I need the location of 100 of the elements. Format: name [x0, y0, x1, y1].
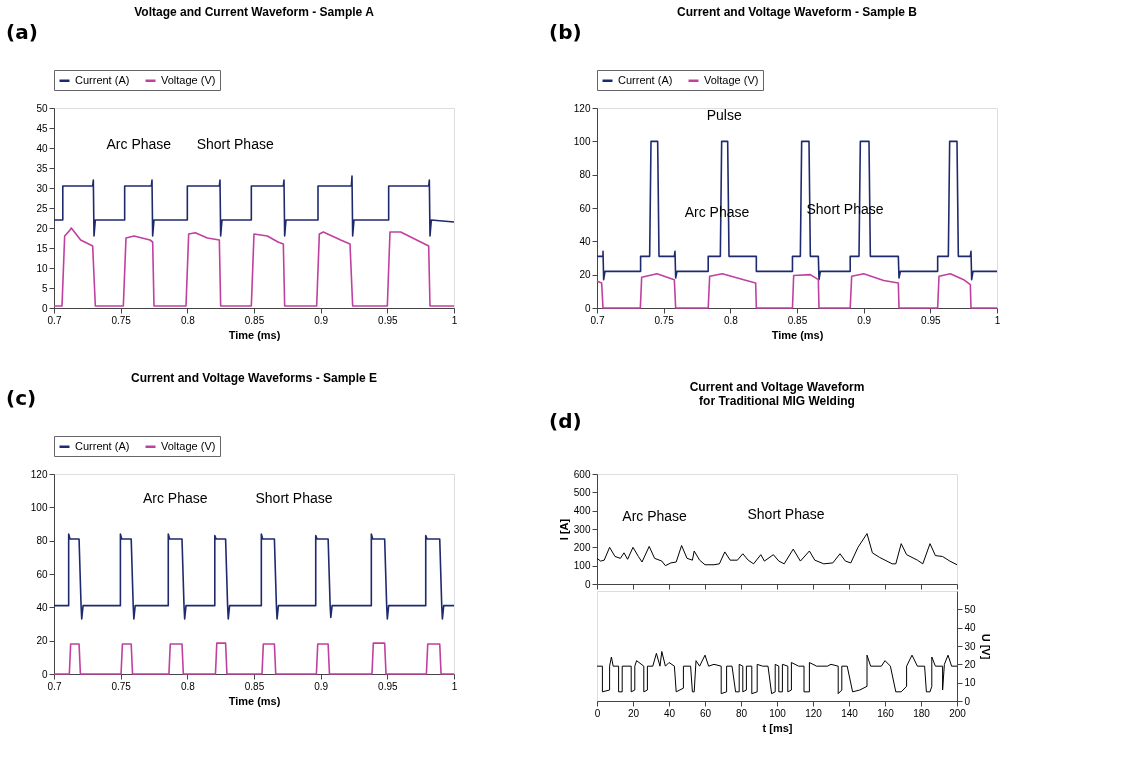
y2-axis-title: U [V]	[979, 633, 992, 660]
y-tick-label: 10	[36, 262, 48, 274]
annotation: Arc Phase	[622, 507, 688, 524]
line-series	[596, 651, 958, 695]
y-tick-label: 80	[36, 535, 48, 547]
x-tick-label: 0.95	[921, 314, 941, 326]
x-tick-label: 20	[627, 707, 640, 719]
x-tick-label: 200	[949, 707, 967, 719]
y2-tick-label: 10	[964, 677, 977, 689]
x-tick-label: 0.75	[111, 680, 132, 692]
annotation: Short Phase	[196, 136, 274, 152]
text: (d)	[549, 409, 582, 433]
annotation: Arc Phase	[106, 136, 172, 152]
y-tick-label: 5	[41, 282, 48, 294]
y2-tick-label: 0	[964, 695, 971, 707]
x-tick-label: 160	[877, 707, 895, 719]
y-tick-label: 400	[573, 505, 591, 517]
x-axis-title: Time (ms)	[228, 328, 281, 341]
x-tick-label: 0.7	[590, 314, 605, 326]
x-tick-label: 80	[735, 707, 748, 719]
text: (b)	[549, 20, 582, 44]
x-tick-label: 0.95	[378, 314, 398, 326]
y-tick-label: 50	[36, 102, 48, 114]
annotation: Pulse	[706, 107, 742, 123]
y-tick-label: 45	[36, 122, 48, 134]
legend-label: Current (A)	[618, 73, 673, 86]
y-tick-label: 100	[573, 135, 591, 147]
x-tick-label: 120	[805, 707, 823, 719]
x-tick-label: 40	[663, 707, 676, 719]
y-tick-label: 120	[573, 102, 591, 114]
x-tick-label: 140	[841, 707, 859, 719]
annotation: Short Phase	[747, 505, 825, 522]
x-tick-label: 180	[913, 707, 931, 719]
x-axis-title: Time (ms)	[771, 328, 824, 341]
y-tick-label: 30	[36, 182, 48, 194]
line-series	[53, 175, 455, 237]
line-series	[53, 533, 455, 620]
y-tick-label: 0	[584, 578, 591, 590]
legend-label: Voltage (V)	[161, 73, 216, 86]
x-tick-label: 1	[451, 680, 458, 692]
y-tick-label: 0	[41, 302, 48, 314]
y-tick-label: 15	[36, 242, 48, 254]
x-tick-label: 0.75	[111, 314, 132, 326]
legend-label: Voltage (V)	[704, 73, 759, 86]
x-tick-label: 0.75	[654, 314, 675, 326]
legend-label: Current (A)	[75, 73, 130, 86]
legend-label: Current (A)	[75, 439, 130, 452]
chart-title: Voltage and Current Waveform - Sample A	[134, 5, 375, 19]
y-tick-label: 40	[579, 235, 591, 247]
x-tick-label: 0	[594, 707, 601, 719]
annotation: Short Phase	[255, 489, 333, 506]
text: (c)	[6, 386, 37, 410]
y-tick-label: 500	[573, 486, 591, 498]
x-tick-label: 1	[451, 314, 458, 326]
x-axis-title: Time (ms)	[228, 694, 281, 707]
line-series	[596, 533, 958, 567]
y-tick-label: 35	[36, 162, 48, 174]
y-tick-label: 200	[573, 541, 591, 553]
y-axis-title: I [A]	[557, 518, 570, 541]
x-tick-label: 0.9	[314, 680, 329, 692]
x-tick-label: 0.8	[180, 680, 196, 692]
y-tick-label: 100	[573, 560, 591, 572]
x-axis-title: t [ms]	[762, 721, 793, 734]
y2-tick-label: 40	[964, 622, 977, 634]
x-tick-label: 0.7	[47, 314, 62, 326]
chart-title: Current and Voltage Waveform - Sample B	[676, 5, 918, 19]
y-tick-label: 80	[579, 169, 591, 181]
legend-label: Voltage (V)	[161, 439, 216, 452]
y2-tick-label: 20	[964, 658, 977, 670]
y-tick-label: 20	[36, 635, 48, 647]
y-tick-label: 25	[36, 202, 48, 214]
y-tick-label: 20	[579, 269, 591, 281]
y-tick-label: 0	[41, 668, 48, 680]
y-tick-label: 300	[573, 523, 591, 535]
y-tick-label: 20	[36, 222, 48, 234]
y-tick-label: 120	[30, 468, 48, 480]
x-tick-label: 0.8	[180, 314, 196, 326]
x-tick-label: 0.85	[787, 314, 808, 326]
x-tick-label: 1	[994, 314, 1001, 326]
x-tick-label: 0.85	[244, 314, 265, 326]
text: (a)	[6, 20, 38, 44]
line-series	[596, 140, 998, 281]
y2-tick-label: 50	[964, 603, 977, 615]
x-tick-label: 0.9	[314, 314, 329, 326]
y-tick-label: 600	[573, 468, 591, 480]
y-tick-label: 100	[30, 501, 48, 513]
x-tick-label: 0.8	[723, 314, 739, 326]
x-tick-label: 0.85	[244, 680, 265, 692]
y-tick-label: 60	[579, 202, 591, 214]
x-tick-label: 0.9	[857, 314, 872, 326]
y-tick-label: 60	[36, 568, 48, 580]
x-tick-label: 60	[699, 707, 712, 719]
chart-title: Current and Voltage Waveforms - Sample E	[130, 371, 378, 385]
x-tick-label: 0.95	[378, 680, 398, 692]
x-tick-label: 0.7	[47, 680, 62, 692]
y-tick-label: 40	[36, 142, 48, 154]
y2-tick-label: 30	[964, 640, 977, 652]
y-tick-label: 0	[584, 302, 591, 314]
annotation: Arc Phase	[142, 489, 208, 506]
y-tick-label: 40	[36, 601, 48, 613]
